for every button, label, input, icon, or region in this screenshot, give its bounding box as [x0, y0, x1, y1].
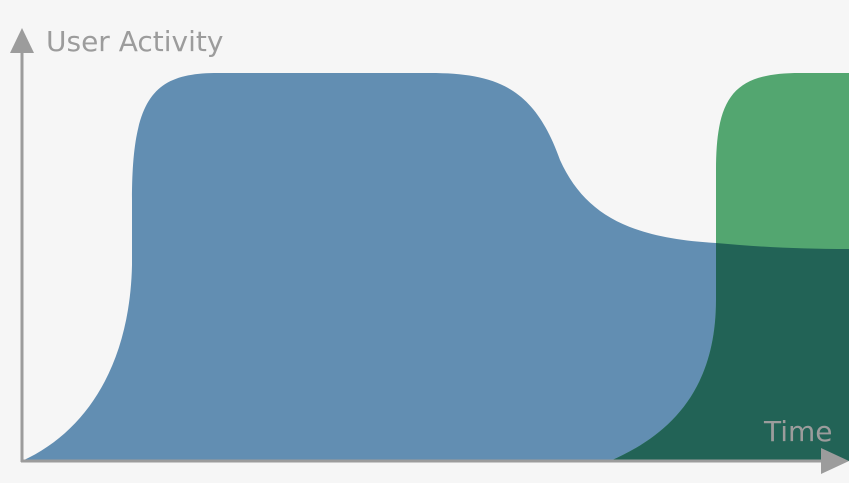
y-axis-label: User Activity	[46, 25, 223, 58]
overlap-region	[610, 243, 849, 461]
first-activity-curve	[22, 73, 716, 461]
y-axis-arrow-icon	[10, 28, 34, 53]
x-axis-arrow-icon	[821, 448, 849, 474]
x-axis-label: Time	[763, 415, 833, 448]
